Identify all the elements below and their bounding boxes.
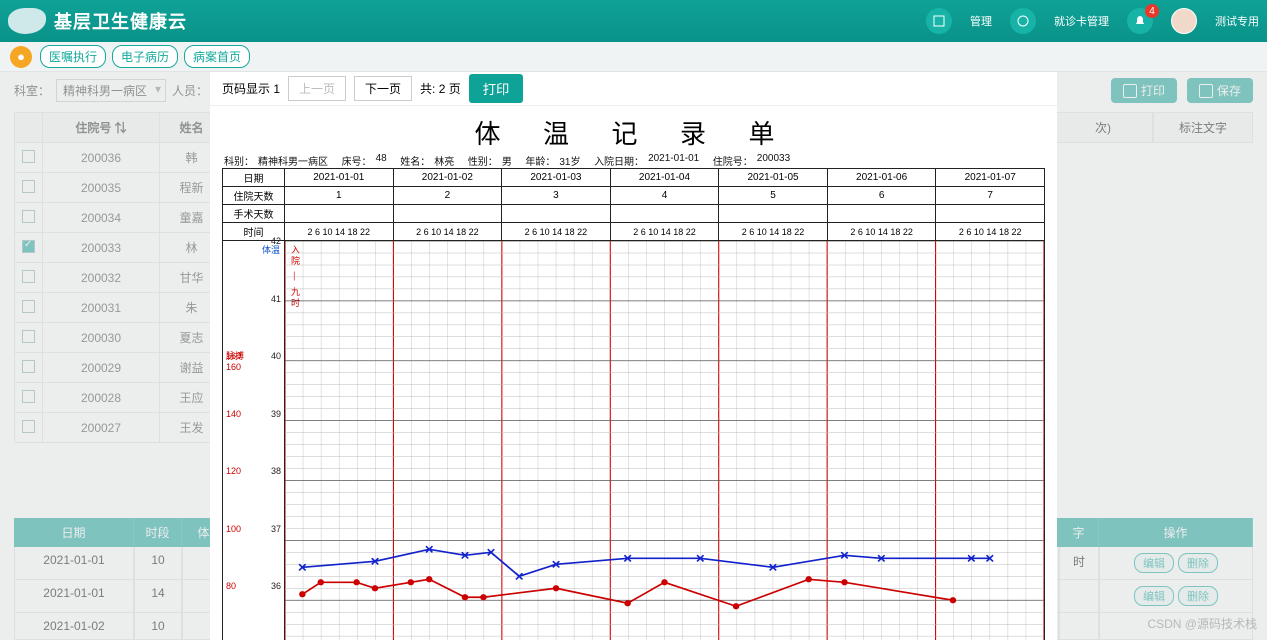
- m-admit: 2021-01-01: [648, 153, 699, 168]
- subnav-btn-0[interactable]: 医嘱执行: [40, 45, 106, 68]
- m-hosp: 200033: [757, 153, 790, 168]
- page-total: 共: 2 页: [420, 80, 461, 97]
- watermark: CSDN @源码技术栈: [1147, 615, 1257, 632]
- top-nav-icon-1[interactable]: [926, 8, 952, 34]
- m-sex-l: 性别：: [468, 153, 498, 168]
- m-sex: 男: [502, 153, 512, 168]
- bell-wrap[interactable]: 4: [1127, 8, 1153, 34]
- chart-left-axis: 体温 脉搏160 3435363738394041421601401201008…: [223, 241, 285, 640]
- meta-row: 科别： 精神科男一病区 床号： 48 姓名： 林亮 性别： 男 年龄： 31岁 入院日期：…: [222, 153, 1045, 168]
- subnav-btn-1[interactable]: 电子病历: [112, 45, 178, 68]
- modal-toolbar: 页码显示 1 上一页 下一页 共: 2 页 打印: [210, 72, 1057, 106]
- topbar: 基层卫生健康云 管理 就诊卡管理 4 测试专用: [0, 0, 1267, 42]
- topbar-right: 管理 就诊卡管理 4 测试专用: [926, 8, 1259, 34]
- bell-badge: 4: [1145, 4, 1159, 18]
- m-hosp-l: 住院号：: [713, 153, 753, 168]
- m-admit-l: 入院日期：: [594, 153, 644, 168]
- modal-print-button[interactable]: 打印: [469, 74, 524, 103]
- subnav: ● 医嘱执行 电子病历 病案首页: [0, 42, 1267, 72]
- logo-icon: [8, 8, 46, 34]
- rl-date: 日期: [223, 169, 285, 187]
- username[interactable]: 测试专用: [1215, 13, 1259, 29]
- pager-label: 页码显示 1: [222, 80, 280, 97]
- chart-header-table: 日期2021-01-012021-01-022021-01-032021-01-…: [222, 168, 1045, 241]
- print-modal: 页码显示 1 上一页 下一页 共: 2 页 打印 体 温 记 录 单 科别： 精神…: [210, 72, 1057, 640]
- top-nav-label-2[interactable]: 就诊卡管理: [1054, 13, 1109, 29]
- m-dept-l: 科别：: [224, 153, 254, 168]
- chart-area: 体温 脉搏160 3435363738394041421601401201008…: [222, 241, 1045, 640]
- m-name-l: 姓名：: [400, 153, 430, 168]
- subnav-btn-2[interactable]: 病案首页: [184, 45, 250, 68]
- m-dept: 精神科男一病区: [258, 153, 328, 168]
- m-bed-l: 床号：: [342, 153, 372, 168]
- next-page-button[interactable]: 下一页: [354, 76, 412, 101]
- rl-od: 手术天数: [223, 205, 285, 223]
- sheet: 体 温 记 录 单 科别： 精神科男一病区 床号： 48 姓名： 林亮 性别： 男 年龄…: [210, 106, 1057, 640]
- m-bed: 48: [376, 153, 387, 168]
- top-nav-label-1[interactable]: 管理: [970, 13, 992, 29]
- m-age-l: 年龄：: [525, 153, 555, 168]
- prev-page-button[interactable]: 上一页: [288, 76, 346, 101]
- avatar[interactable]: [1171, 8, 1197, 34]
- m-name: 林亮: [434, 153, 454, 168]
- chart-plot: [285, 241, 1044, 640]
- chart-title: 体 温 记 录 单: [222, 110, 1045, 153]
- m-age: 31岁: [559, 153, 580, 168]
- rl-hd: 住院天数: [223, 187, 285, 205]
- app-title: 基层卫生健康云: [54, 8, 187, 34]
- top-nav-icon-2[interactable]: [1010, 8, 1036, 34]
- page: 科室： 精神科男一病区 人员： 打印 保存 住院号 ⇅ 姓名 200036韩20…: [0, 72, 1267, 640]
- subnav-badge-icon: ●: [10, 46, 32, 68]
